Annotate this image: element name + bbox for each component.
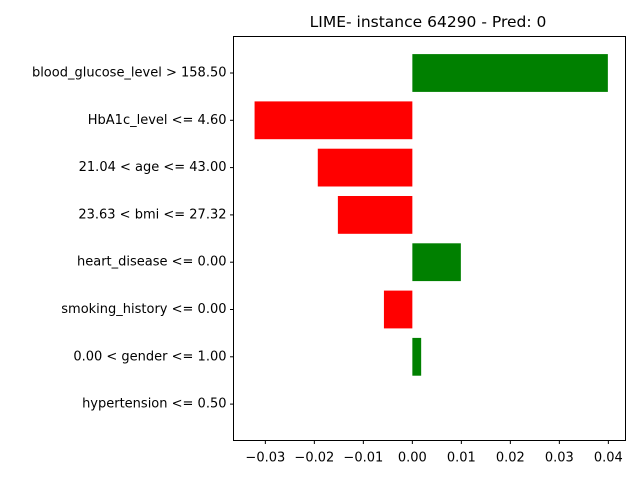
y-tick-label: hypertension <= 0.50 <box>82 397 226 412</box>
y-tick-label: 21.04 < age <= 43.00 <box>79 160 227 175</box>
bar-hba1c-level-4-60 <box>254 101 413 140</box>
bar-21-04-age-43-00 <box>317 148 413 187</box>
chart-title: LIME- instance 64290 - Pred: 0 <box>310 13 547 31</box>
x-tick-label: 0.03 <box>545 451 574 466</box>
bar-23-63-bmi-27-32 <box>337 196 413 234</box>
plot-frame <box>233 36 626 441</box>
y-tick-label: HbA1c_level <= 4.60 <box>88 113 227 128</box>
bar-smoking-history-0-00 <box>383 290 413 329</box>
y-axis: blood_glucose_level > 158.50 HbA1c_level … <box>32 66 234 412</box>
x-tick-label: −0.01 <box>343 451 383 466</box>
y-tick-label: 23.63 < bmi <= 27.32 <box>78 207 226 222</box>
x-axis: −0.03 −0.02 −0.01 0.00 0.01 0.02 0.03 0.04 <box>245 440 623 466</box>
bar-0-00-gender-1-00 <box>412 337 422 376</box>
x-tick-label: −0.03 <box>245 451 285 466</box>
x-tick-label: 0.00 <box>398 451 427 466</box>
bar-blood-glucose-level-158-50 <box>412 54 608 92</box>
x-tick-label: 0.01 <box>447 451 476 466</box>
bars-layer <box>254 54 608 376</box>
x-tick-label: 0.02 <box>496 451 525 466</box>
y-tick-label: heart_disease <= 0.00 <box>77 255 227 270</box>
y-tick-label: blood_glucose_level > 158.50 <box>32 66 227 81</box>
x-tick-label: 0.04 <box>594 451 623 466</box>
bar-heart-disease-0-00 <box>412 243 461 282</box>
x-tick-label: −0.02 <box>294 451 334 466</box>
y-tick-label: 0.00 < gender <= 1.00 <box>73 349 226 364</box>
y-tick-label: smoking_history <= 0.00 <box>61 302 226 317</box>
